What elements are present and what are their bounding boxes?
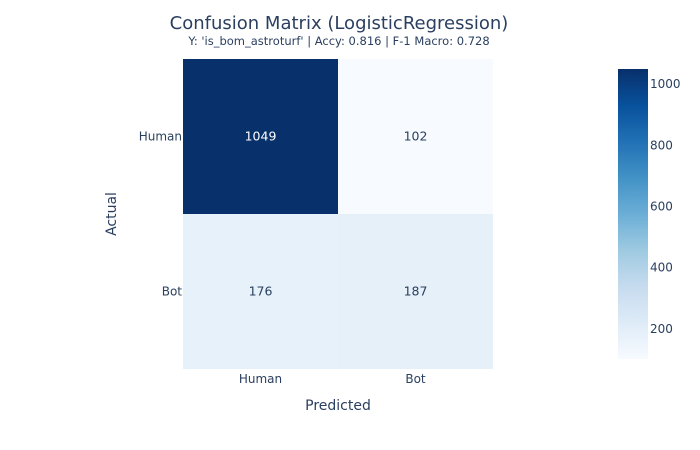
cell-value-label: 1049	[245, 129, 277, 144]
colorbar-tick-label: 400	[650, 261, 673, 275]
y-tick-label: Human	[139, 130, 182, 144]
chart-title: Confusion Matrix (LogisticRegression)	[170, 13, 509, 34]
heatmap-plot-area: 1049 102 176 187 Human Bot Human Bot	[139, 59, 493, 386]
heatmap-cell	[338, 59, 493, 214]
chart-subtitle: Y: 'is_bom_astroturf' | Accy: 0.816 | F-…	[187, 34, 489, 48]
x-tick-label: Bot	[405, 372, 426, 386]
colorbar-tick-label: 800	[650, 138, 673, 152]
colorbar-tick-label: 200	[650, 322, 673, 336]
y-tick-label: Bot	[162, 285, 183, 299]
y-axis-title: Actual	[104, 192, 120, 236]
colorbar-tick-label: 1000	[650, 77, 681, 91]
colorbar: 200 400 600 800 1000	[618, 69, 681, 359]
x-tick-label: Human	[239, 372, 282, 386]
x-axis-title: Predicted	[305, 398, 371, 414]
cell-value-label: 102	[404, 129, 428, 144]
heatmap-cell	[183, 214, 338, 369]
cell-value-label: 176	[249, 284, 273, 299]
heatmap-cell	[338, 214, 493, 369]
colorbar-gradient	[618, 69, 648, 359]
colorbar-tick-label: 600	[650, 199, 673, 213]
cell-value-label: 187	[404, 284, 428, 299]
heatmap-cell	[183, 59, 338, 214]
